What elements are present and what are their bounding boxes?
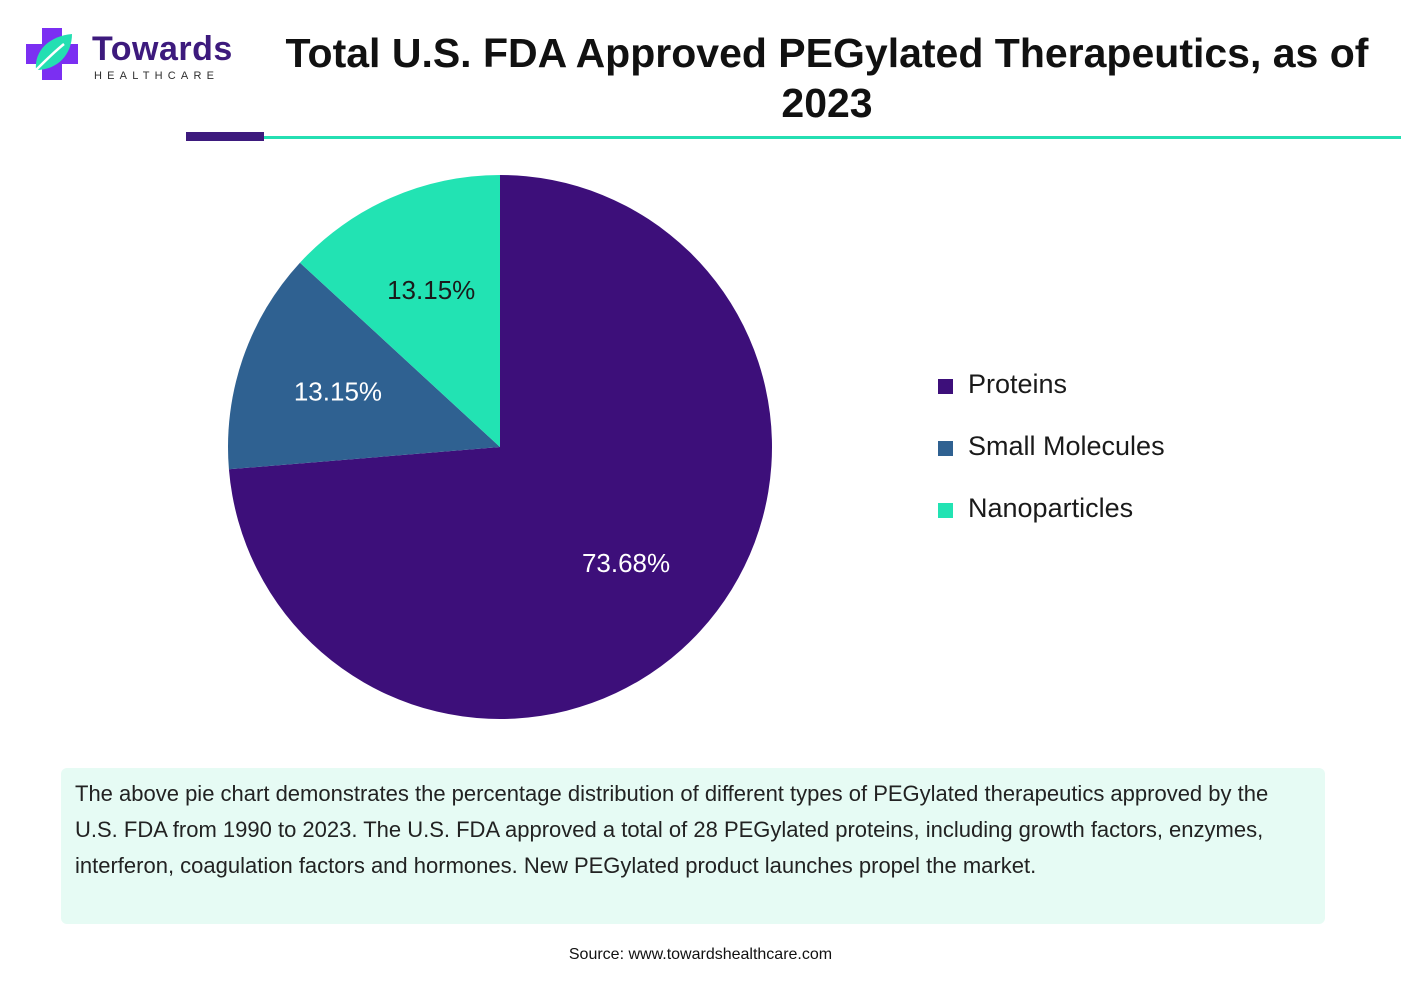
title-underline <box>264 136 1401 139</box>
brand-logo: Towards HEALTHCARE <box>22 24 232 86</box>
legend-swatch <box>938 503 953 518</box>
pie-slice-nanoparticles <box>299 175 500 447</box>
title-underline-accent <box>186 132 264 141</box>
logo-wordmark: Towards <box>92 30 233 68</box>
source-note: Source: www.towardshealthcare.com <box>568 946 833 963</box>
legend-swatch <box>938 379 953 394</box>
pie-data-label: 73.68% <box>582 548 670 578</box>
pie-slice-proteins <box>228 175 772 719</box>
legend-label: Nanoparticles <box>968 493 1134 523</box>
legend-label: Small Molecules <box>968 431 1165 461</box>
pie-chart: 73.68% 13.15% 13.15% <box>228 175 772 719</box>
pie-data-label: 13.15% <box>387 275 475 305</box>
description-panel: The above pie chart demonstrates the per… <box>61 768 1325 924</box>
legend-swatch <box>938 441 953 456</box>
medical-cross-leaf-icon <box>26 28 78 80</box>
pie-slice-small-molecules <box>228 262 500 470</box>
pie-data-label: 13.15% <box>294 376 382 406</box>
legend-label: Proteins <box>968 369 1068 399</box>
logo-subtext: HEALTHCARE <box>94 70 220 82</box>
chart-title: Total U.S. FDA Approved PEGylated Therap… <box>285 30 1369 126</box>
